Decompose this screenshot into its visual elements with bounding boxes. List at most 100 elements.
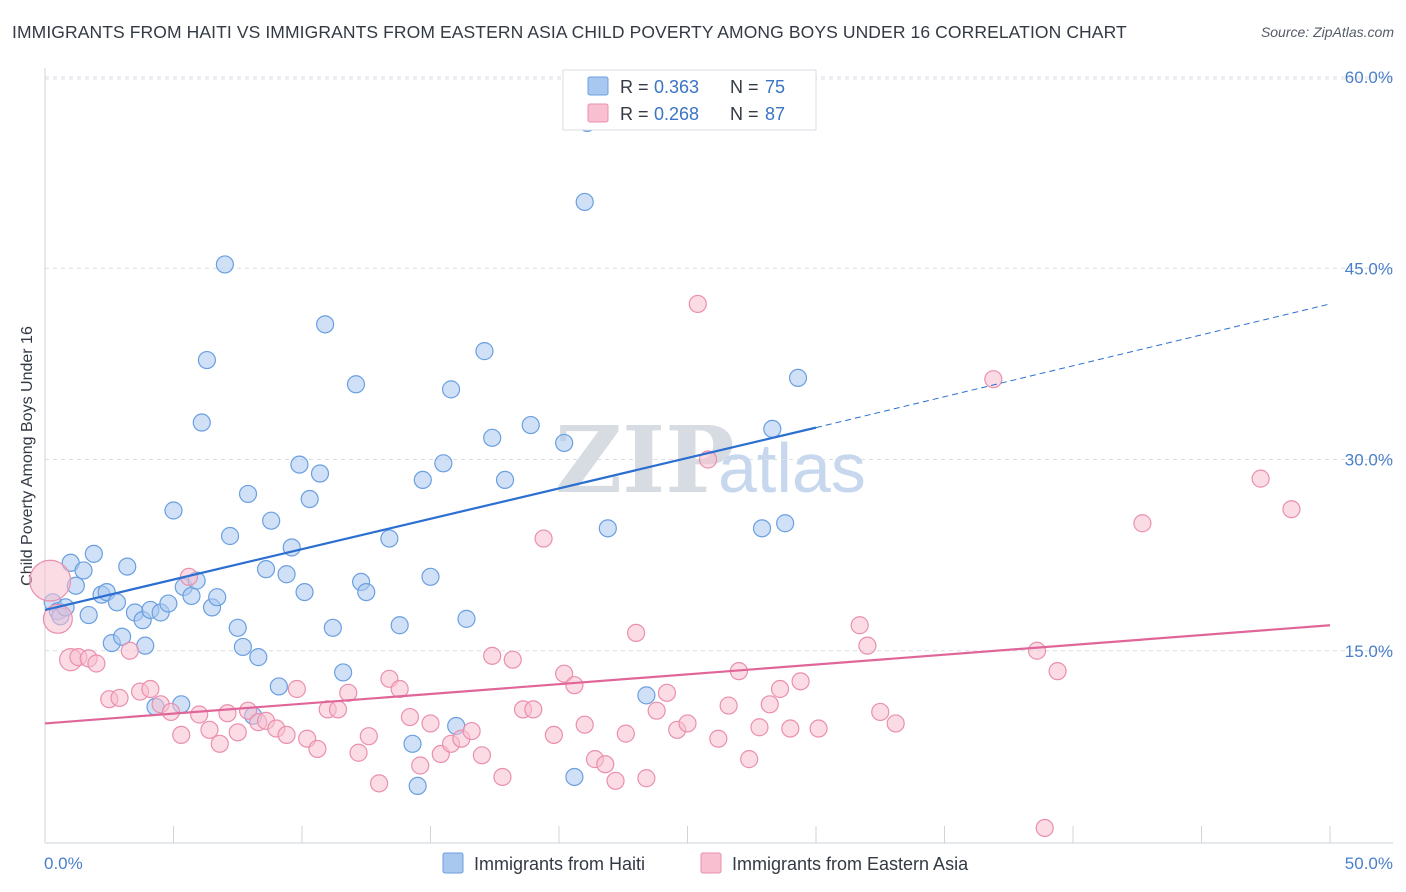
eastasia-point — [210, 734, 229, 753]
haiti-point — [788, 368, 808, 387]
haiti-point — [262, 511, 281, 530]
haiti-point — [575, 192, 594, 212]
eastasia-point — [555, 664, 574, 683]
eastasia-point — [678, 714, 697, 733]
haiti-point — [752, 519, 772, 538]
eastasia-point — [161, 702, 181, 722]
legend-eastasia-r-label: R = — [620, 104, 649, 124]
haiti-point — [521, 415, 540, 435]
eastasia-point — [87, 654, 106, 673]
haiti-points — [43, 113, 808, 796]
eastasia-point — [120, 641, 139, 660]
eastasia-point — [421, 714, 440, 733]
eastasia-point — [141, 679, 160, 699]
haiti-point — [290, 455, 309, 474]
y-tick-labels: 15.0% 30.0% 45.0% 60.0% — [1345, 68, 1393, 661]
eastasia-point — [200, 720, 219, 739]
haiti-point — [776, 514, 795, 533]
eastasia-point — [740, 750, 759, 769]
haiti-point — [159, 594, 178, 613]
eastasia-point — [42, 603, 73, 634]
haiti-point — [107, 593, 127, 612]
haiti-point — [637, 686, 656, 705]
haiti-point — [421, 567, 440, 586]
eastasia-point — [544, 725, 563, 745]
haiti-point — [441, 380, 461, 399]
legend-haiti-swatch — [587, 76, 609, 96]
eastasia-point — [172, 725, 191, 745]
trend-lines — [44, 303, 1331, 725]
eastasia-point — [750, 718, 769, 737]
eastasia-point — [984, 370, 1003, 389]
eastasia-point — [1251, 469, 1270, 488]
eastasia-point — [637, 769, 656, 788]
haiti-point — [390, 616, 409, 635]
haiti-point — [565, 767, 584, 787]
chart-title: IMMIGRANTS FROM HAITI VS IMMIGRANTS FROM… — [12, 22, 1127, 42]
haiti-point — [112, 627, 132, 646]
series-legend: Immigrants from Haiti Immigrants from Ea… — [442, 852, 969, 874]
haiti-point — [215, 255, 234, 274]
eastasia-points — [29, 294, 1301, 838]
haiti-point — [334, 663, 353, 682]
legend-haiti-n-label: N = — [730, 77, 759, 97]
haiti-point — [495, 470, 515, 489]
haiti-point — [136, 636, 155, 655]
eastasia-point — [190, 705, 209, 724]
eastasia-point — [308, 739, 327, 759]
bottom-legend-haiti-swatch — [442, 852, 464, 874]
eastasia-point — [238, 701, 258, 720]
haiti-point — [74, 561, 93, 580]
haiti-point — [357, 582, 376, 602]
haiti-point — [346, 375, 366, 394]
eastasia-point — [657, 683, 677, 702]
legend-haiti-r-value: 0.363 — [654, 77, 699, 97]
haiti-trend-extension — [815, 303, 1331, 429]
eastasia-point — [871, 702, 890, 722]
eastasia-point — [493, 767, 512, 787]
legend-haiti-n-value: 75 — [765, 77, 785, 97]
haiti-point — [233, 637, 252, 657]
eastasia-point — [616, 724, 635, 743]
legend-eastasia-r-value: 0.268 — [654, 104, 699, 124]
eastasia-point — [359, 727, 378, 746]
haiti-point — [192, 413, 211, 432]
legend-haiti-r-label: R = — [620, 77, 649, 97]
x-tick-label-min: 0.0% — [44, 854, 83, 873]
legend-eastasia-n-label: N = — [730, 104, 759, 124]
eastasia-point — [287, 679, 306, 699]
eastasia-point — [400, 707, 420, 727]
eastasia-point — [218, 704, 237, 723]
correlation-legend: R = 0.363 N = 75 R = 0.268 N = 87 — [562, 69, 817, 131]
eastasia-point — [277, 725, 296, 745]
axes — [44, 68, 1393, 844]
haiti-point — [228, 618, 247, 637]
y-tick-label: 45.0% — [1345, 259, 1393, 278]
haiti-point — [434, 454, 453, 473]
eastasia-point — [886, 714, 905, 733]
haiti-point — [457, 609, 476, 628]
haiti-point — [249, 648, 268, 667]
eastasia-point — [709, 729, 728, 748]
haiti-point — [208, 588, 227, 607]
legend-eastasia-n-value: 87 — [765, 104, 785, 124]
eastasia-point — [647, 701, 666, 720]
eastasia-point — [483, 646, 502, 665]
haiti-point — [403, 734, 422, 753]
haiti-point — [197, 350, 217, 370]
haiti-point — [323, 618, 342, 637]
haiti-point — [164, 501, 183, 520]
haiti-point — [79, 605, 98, 625]
haiti-point — [316, 315, 335, 334]
haiti-point — [182, 586, 201, 606]
haiti-point — [238, 484, 258, 504]
eastasia-point — [781, 719, 800, 738]
eastasia-point — [349, 743, 368, 762]
eastasia-point — [462, 721, 481, 741]
eastasia-point — [626, 623, 646, 643]
eastasia-point — [606, 771, 625, 790]
eastasia-point — [1035, 818, 1054, 838]
eastasia-point — [1048, 662, 1067, 681]
bottom-legend-eastasia-swatch — [700, 852, 722, 874]
